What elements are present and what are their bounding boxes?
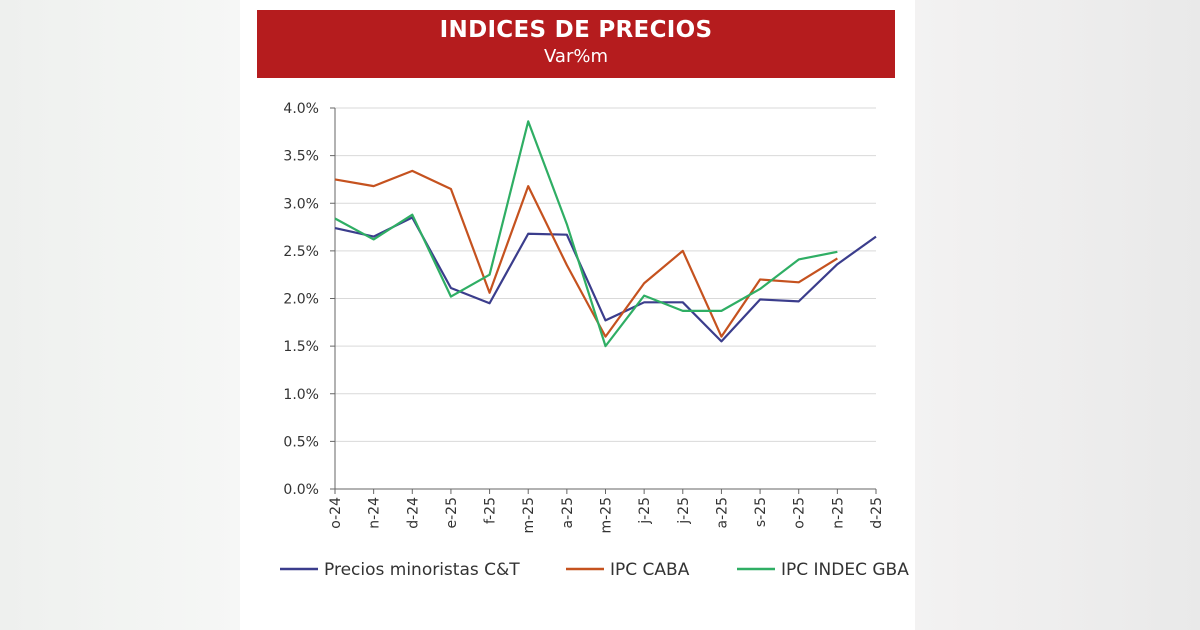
chart-header: INDICES DE PRECIOS Var%m [257,10,895,78]
y-tick-label: 0.0% [283,482,319,498]
y-tick-label: 0.5% [283,434,319,450]
legend-label: IPC CABA [610,560,690,580]
y-tick-label: 1.0% [283,387,319,403]
x-tick-label: m-25 [599,497,615,534]
y-tick-label: 2.0% [283,292,319,308]
y-tick-label: 3.0% [283,196,319,212]
chart-subtitle: Var%m [544,46,608,67]
x-tick-label: a-25 [560,497,576,528]
x-tick-label: d-25 [869,497,885,529]
x-tick-label: n-24 [367,497,383,529]
chart-title: INDICES DE PRECIOS [439,17,713,43]
y-tick-label: 1.5% [283,339,319,355]
series-line-2 [334,120,838,348]
series-line-1 [334,169,838,338]
x-tick-label: a-25 [714,497,730,528]
x-tick-label: f-25 [483,497,499,524]
legend-label: Precios minoristas C&T [324,560,520,580]
x-tick-label: s-25 [753,497,769,527]
legend-label: IPC INDEC GBA [781,560,909,580]
chart-card [240,0,915,630]
x-tick-label: e-25 [444,497,460,528]
y-tick-label: 4.0% [283,101,319,117]
series-line-0 [334,216,877,343]
x-tick-label: m-25 [521,497,537,534]
x-tick-label: j-25 [676,497,692,525]
y-tick-label: 3.5% [283,149,319,165]
x-tick-label: j-25 [637,497,653,525]
x-tick-label: d-24 [405,497,421,529]
x-tick-label: o-24 [328,497,344,529]
x-tick-label: n-25 [830,497,846,529]
y-tick-label: 2.5% [283,244,319,260]
x-tick-label: o-25 [792,497,808,529]
